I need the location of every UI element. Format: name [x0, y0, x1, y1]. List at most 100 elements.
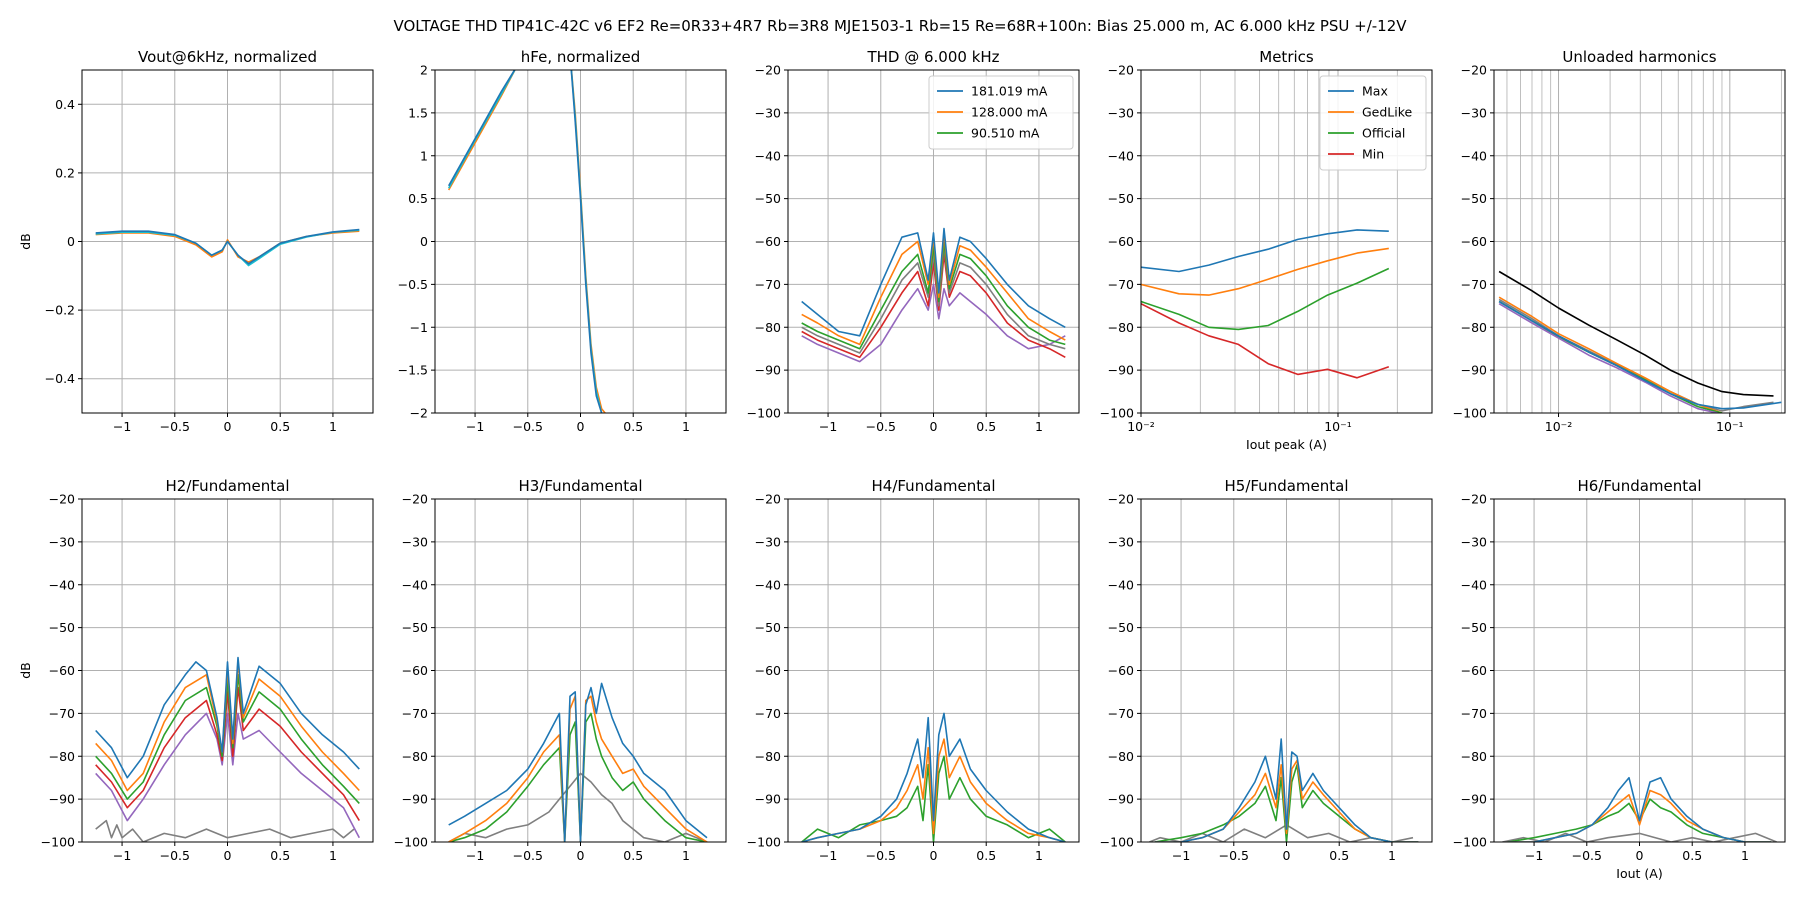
series-line-2 — [95, 228, 360, 265]
y-tick-label: −100 — [41, 835, 75, 850]
y-tick-label: −60 — [755, 663, 781, 678]
x-tick-label: 0.5 — [976, 419, 996, 434]
y-tick-label: −50 — [49, 620, 75, 635]
y-tick-label: −80 — [1108, 320, 1134, 335]
y-tick-label: −50 — [1108, 191, 1134, 206]
series-line-0 — [801, 283, 1066, 363]
subplot-title: Vout@6kHz, normalized — [138, 48, 317, 66]
series-line-5 — [1498, 300, 1782, 410]
series-line-1 — [801, 253, 1066, 359]
y-tick-label: −30 — [755, 105, 781, 120]
y-tick-label: −0.4 — [45, 371, 75, 386]
x-tick-label: −0.5 — [1219, 848, 1249, 863]
legend-box — [928, 75, 1074, 150]
series-line-2 — [801, 712, 1066, 842]
x-axis-label: Iout (A) — [1616, 866, 1662, 881]
y-tick-label: −60 — [49, 663, 75, 678]
y-tick-label: −70 — [755, 277, 781, 292]
y-tick-label: −20 — [1108, 63, 1134, 78]
series-line-0 — [801, 755, 1066, 842]
legend: Max GedLike Official Min — [1319, 75, 1427, 171]
y-tick-label: −40 — [755, 577, 781, 592]
panel-thd: −1 −0.5 0 0.5 1 −100 −90 −80 −70 −60 −50 −40 −30 −20 T… — [747, 48, 1080, 434]
y-tick-label: −80 — [755, 749, 781, 764]
y-tick-label: −70 — [1108, 277, 1134, 292]
x-tick-label: 1 — [1035, 419, 1043, 434]
x-tick-label: 1 — [1035, 848, 1043, 863]
y-tick-label: −1 — [410, 320, 428, 335]
y-tick-label: −80 — [1108, 749, 1134, 764]
y-tick-label: −2 — [410, 406, 428, 421]
series-line-1 — [801, 738, 1066, 842]
x-tick-label: −0.5 — [160, 848, 190, 863]
x-tick-label: 10⁻² — [1545, 419, 1573, 434]
x-tick-label: −1 — [113, 848, 131, 863]
y-tick-label: −60 — [402, 663, 428, 678]
panel-h5: −1 −0.5 0 0.5 1 −100 −90 −80 −70 −60 −50 −40 −30 −20 H… — [1100, 477, 1433, 863]
y-tick-label: 0.2 — [55, 165, 75, 180]
panel-unloaded: 10⁻² 10⁻¹ −100 −90 −80 −70 −60 −50 −40 −30 −20 Unlo… — [1453, 48, 1786, 434]
y-tick-label: −30 — [1108, 105, 1134, 120]
y-tick-label: −30 — [1108, 534, 1134, 549]
y-axis-label: dB — [18, 662, 33, 679]
x-tick-label: −0.5 — [866, 848, 896, 863]
y-tick-label: −20 — [755, 63, 781, 78]
legend-entry: Max — [1362, 84, 1388, 99]
y-tick-label: −100 — [1100, 406, 1134, 421]
x-tick-label: 0.5 — [623, 848, 643, 863]
y-tick-label: −50 — [402, 620, 428, 635]
y-tick-label: −60 — [1461, 234, 1487, 249]
x-tick-label: −1 — [466, 848, 484, 863]
x-tick-label: 1 — [1741, 848, 1749, 863]
series-line-0 — [1502, 832, 1777, 842]
y-tick-label: −30 — [1461, 534, 1487, 549]
y-tick-label: −60 — [1108, 234, 1134, 249]
y-tick-label: 1 — [420, 148, 428, 163]
y-tick-label: −40 — [1108, 577, 1134, 592]
series-group — [95, 228, 360, 267]
y-tick-label: −80 — [49, 749, 75, 764]
series-line-0 — [1141, 229, 1389, 273]
series-line-2 — [1141, 267, 1390, 331]
subplot-title: THD @ 6.000 kHz — [866, 48, 999, 66]
series-line-3 — [1154, 738, 1419, 842]
y-tick-label: −100 — [1100, 835, 1134, 850]
x-tick-label: 0 — [1636, 848, 1644, 863]
y-tick-label: −30 — [755, 534, 781, 549]
y-tick-label: −90 — [1108, 363, 1134, 378]
y-tick-label: −50 — [755, 191, 781, 206]
series-group — [801, 227, 1066, 363]
series-group — [1149, 738, 1419, 842]
y-tick-label: −90 — [755, 792, 781, 807]
y-tick-label: 0 — [420, 234, 428, 249]
y-tick-label: −60 — [755, 234, 781, 249]
subplot-title: H5/Fundamental — [1225, 477, 1349, 495]
x-tick-label: 0.5 — [623, 419, 643, 434]
panel-metrics: 10⁻² 10⁻¹ −100 −90 −80 −70 −60 −50 −40 −30 −20 Metr… — [1100, 48, 1433, 452]
y-tick-label: −30 — [49, 534, 75, 549]
series-line-2 — [448, 70, 603, 413]
legend: 181.019 mA 128.000 mA 90.510 mA — [928, 75, 1074, 150]
x-axis-label: Iout peak (A) — [1246, 437, 1327, 452]
series-line-0 — [95, 819, 355, 842]
y-tick-label: −40 — [49, 577, 75, 592]
x-tick-label: 0 — [930, 419, 938, 434]
x-tick-label: 0 — [577, 419, 585, 434]
subplot-title: H3/Fundamental — [519, 477, 643, 495]
grid — [82, 70, 373, 413]
series-line-3 — [1507, 776, 1772, 842]
y-tick-label: −80 — [755, 320, 781, 335]
y-tick-label: −50 — [1108, 620, 1134, 635]
y-tick-label: −90 — [402, 792, 428, 807]
y-tick-label: −70 — [755, 706, 781, 721]
y-tick-label: −40 — [1461, 577, 1487, 592]
x-tick-label: 1 — [329, 848, 337, 863]
subplot-title: Metrics — [1259, 48, 1314, 66]
series-line-3 — [1141, 302, 1390, 379]
series-group — [95, 656, 361, 842]
y-axis-label: dB — [18, 233, 33, 250]
grid — [435, 498, 726, 843]
y-tick-label: −30 — [402, 534, 428, 549]
x-tick-label: −1 — [819, 848, 837, 863]
